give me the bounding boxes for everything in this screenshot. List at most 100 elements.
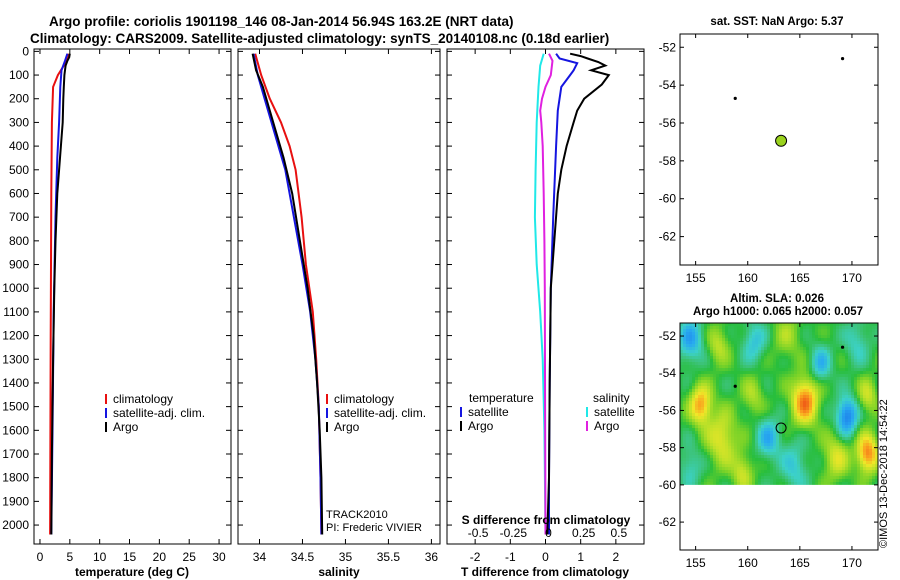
sla-heatmap-cell — [695, 401, 698, 404]
sla-heatmap-cell — [692, 467, 695, 470]
sla-heatmap-cell — [773, 413, 776, 416]
sla-heatmap-cell — [752, 332, 755, 335]
sla-heatmap-cell — [713, 377, 716, 380]
sla-heatmap-cell — [719, 323, 722, 326]
sla-heatmap-cell — [791, 356, 794, 359]
sla-heatmap-cell — [689, 464, 692, 467]
sla-heatmap-cell — [728, 452, 731, 455]
sla-heatmap-cell — [701, 449, 704, 452]
sla-heatmap-cell — [752, 323, 755, 326]
sla-heatmap-cell — [707, 449, 710, 452]
sst_map-xtick-label: 170 — [842, 271, 862, 285]
sla-heatmap-cell — [749, 380, 752, 383]
sla-heatmap-cell — [770, 449, 773, 452]
sla-heatmap-cell — [710, 416, 713, 419]
sla-heatmap-cell — [713, 416, 716, 419]
sla-heatmap-cell — [839, 422, 842, 425]
sla-heatmap-cell — [797, 452, 800, 455]
sla-heatmap-cell — [704, 329, 707, 332]
sla-heatmap-cell — [698, 404, 701, 407]
sla-heatmap-cell — [758, 470, 761, 473]
sla-heatmap-cell — [749, 350, 752, 353]
sla-heatmap-cell — [866, 401, 869, 404]
sla_map-ytick-label: -58 — [659, 441, 677, 455]
sla-heatmap-cell — [800, 443, 803, 446]
sla-heatmap-cell — [761, 332, 764, 335]
sla-heatmap-cell — [788, 395, 791, 398]
sla-heatmap-cell — [794, 350, 797, 353]
sla-heatmap-cell — [704, 470, 707, 473]
sla-heatmap-cell — [701, 332, 704, 335]
sla-heatmap-cell — [827, 386, 830, 389]
sla-heatmap-cell — [755, 461, 758, 464]
sla-heatmap-cell — [776, 434, 779, 437]
sla-heatmap-cell — [875, 380, 878, 383]
sla-heatmap-cell — [728, 368, 731, 371]
sla-heatmap-cell — [821, 443, 824, 446]
sla-heatmap-cell — [797, 467, 800, 470]
sla-heatmap-cell — [734, 377, 737, 380]
sla-heatmap-cell — [698, 353, 701, 356]
sla-heatmap-cell — [752, 416, 755, 419]
sla-heatmap-cell — [731, 410, 734, 413]
sla-heatmap-cell — [773, 350, 776, 353]
sla-heatmap-cell — [761, 443, 764, 446]
sla-heatmap-cell — [845, 395, 848, 398]
sla-heatmap-cell — [743, 464, 746, 467]
sla-heatmap-cell — [713, 326, 716, 329]
sla-heatmap-cell — [773, 422, 776, 425]
sla-heatmap-cell — [710, 440, 713, 443]
sla-heatmap-cell — [728, 380, 731, 383]
sla-heatmap-cell — [785, 341, 788, 344]
sla-heatmap-cell — [863, 407, 866, 410]
sla-heatmap-cell — [845, 347, 848, 350]
sla-heatmap-cell — [761, 434, 764, 437]
sla-heatmap-cell — [794, 437, 797, 440]
sla-heatmap-cell — [845, 353, 848, 356]
sla-heatmap-cell — [818, 410, 821, 413]
sla-heatmap-cell — [782, 365, 785, 368]
sla-heatmap-cell — [857, 458, 860, 461]
sla-heatmap-cell — [782, 350, 785, 353]
sla-heatmap-cell — [755, 353, 758, 356]
sla-heatmap-cell — [791, 377, 794, 380]
sla-heatmap-cell — [692, 422, 695, 425]
sla-heatmap-cell — [824, 434, 827, 437]
sla-heatmap-cell — [851, 407, 854, 410]
sla-heatmap-cell — [722, 476, 725, 479]
sla-heatmap-cell — [734, 410, 737, 413]
sla-heatmap-cell — [749, 428, 752, 431]
sla-heatmap-cell — [698, 473, 701, 476]
sla-heatmap-cell — [794, 440, 797, 443]
sla-heatmap-cell — [812, 410, 815, 413]
sla-heatmap-cell — [746, 377, 749, 380]
sla-heatmap-cell — [845, 473, 848, 476]
sla-heatmap-cell — [812, 395, 815, 398]
sla-heatmap-cell — [740, 428, 743, 431]
sla-heatmap-cell — [845, 440, 848, 443]
sla-heatmap-cell — [818, 440, 821, 443]
sla-heatmap-cell — [815, 395, 818, 398]
sla-heatmap-cell — [785, 356, 788, 359]
sla-heatmap-cell — [740, 350, 743, 353]
sla-heatmap-cell — [854, 398, 857, 401]
sla-heatmap-cell — [782, 413, 785, 416]
difference-xtick-label: -2 — [470, 550, 481, 564]
sla-heatmap-cell — [752, 392, 755, 395]
sla-heatmap-cell — [779, 470, 782, 473]
sla-heatmap-cell — [845, 434, 848, 437]
sla-heatmap-cell — [704, 464, 707, 467]
sla-heatmap-cell — [818, 389, 821, 392]
sla-heatmap-cell — [692, 332, 695, 335]
sst_map-profile-location — [775, 134, 788, 147]
sla-heatmap-cell — [782, 362, 785, 365]
sla-heatmap-cell — [722, 380, 725, 383]
sla-heatmap-cell — [689, 356, 692, 359]
sla-heatmap-cell — [740, 419, 743, 422]
sla-heatmap-cell — [689, 335, 692, 338]
sla-heatmap-cell — [767, 431, 770, 434]
sla-heatmap-cell — [728, 371, 731, 374]
sla-heatmap-cell — [758, 368, 761, 371]
sla-heatmap-cell — [704, 428, 707, 431]
sla-heatmap-cell — [743, 410, 746, 413]
